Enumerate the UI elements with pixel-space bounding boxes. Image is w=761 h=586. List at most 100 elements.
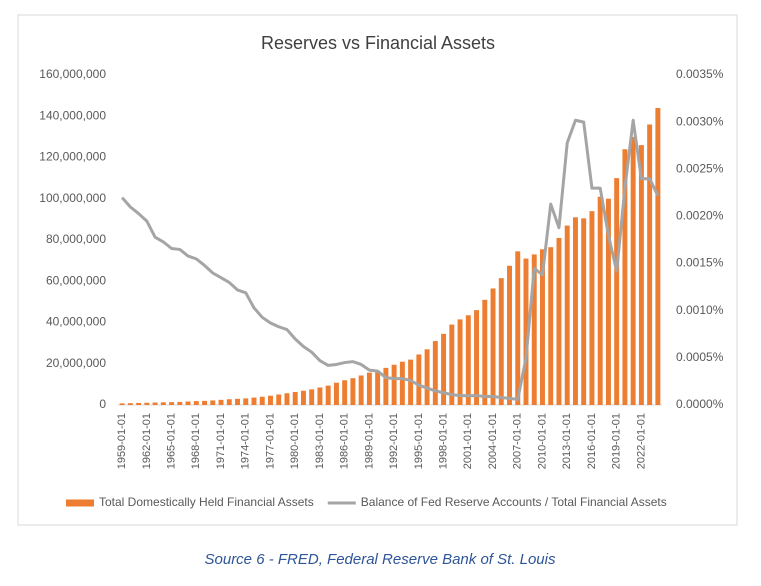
bar [540, 249, 545, 405]
y-tick-label: 40,000,000 [46, 315, 106, 329]
bar [127, 403, 133, 405]
caption: Source 6 - FRED, Federal Reserve Bank of… [205, 551, 556, 568]
y2-tick-label: 0.0030% [676, 114, 724, 128]
bar [597, 196, 603, 405]
x-tick-label: 1962-01-01 [141, 413, 153, 469]
bar [292, 392, 298, 405]
bar [259, 396, 265, 405]
bar [235, 398, 240, 405]
x-tick-label: 1980-01-01 [289, 413, 301, 469]
x-tick-label: 1986-01-01 [339, 413, 351, 469]
bar [243, 398, 249, 405]
bar [202, 400, 208, 405]
legend-label: Total Domestically Held Financial Assets [99, 495, 314, 509]
bar [284, 393, 290, 405]
x-tick-label: 1995-01-01 [413, 413, 425, 469]
bar [531, 254, 537, 405]
bar [482, 299, 488, 405]
bar [457, 319, 463, 405]
x-tick-label: 2001-01-01 [462, 413, 474, 469]
bar [581, 218, 587, 405]
bar [655, 108, 661, 405]
x-tick-label: 1989-01-01 [363, 413, 375, 469]
x-tick-label: 1971-01-01 [215, 413, 227, 469]
x-tick-label: 1959-01-01 [116, 413, 128, 469]
bar [276, 394, 282, 405]
x-tick-label: 1998-01-01 [437, 413, 449, 469]
bar [226, 399, 232, 405]
bar [515, 251, 521, 405]
bar [391, 364, 397, 405]
x-tick-label: 2010-01-01 [536, 413, 548, 469]
x-tick-label: 2019-01-01 [611, 413, 623, 469]
bar [375, 370, 381, 405]
bar [119, 403, 125, 405]
y-tick-label: 120,000,000 [39, 150, 106, 164]
bar [136, 402, 142, 405]
y2-tick-label: 0.0035% [676, 67, 724, 81]
y2-tick-label: 0.0020% [676, 209, 724, 223]
bar [309, 389, 315, 405]
bar [399, 361, 405, 405]
y-tick-label: 20,000,000 [46, 356, 106, 370]
bar [152, 402, 158, 405]
x-tick-label: 1974-01-01 [240, 413, 252, 469]
bar [218, 399, 224, 405]
bar [193, 401, 199, 405]
bar [507, 265, 512, 405]
bar [622, 149, 628, 405]
x-tick-label: 2022-01-01 [635, 413, 647, 469]
y-tick-label: 60,000,000 [46, 273, 106, 287]
bar [251, 397, 257, 405]
bar [177, 401, 183, 405]
bar [638, 145, 644, 405]
bar [647, 124, 653, 405]
bar [556, 237, 562, 405]
bar [416, 354, 422, 405]
bar [630, 136, 636, 405]
bar [300, 390, 306, 405]
bar [342, 380, 348, 405]
bar [317, 387, 323, 405]
bar [605, 198, 611, 405]
bar [523, 258, 529, 405]
chart-title: Reserves vs Financial Assets [261, 33, 495, 53]
bar [383, 367, 389, 405]
bar [169, 402, 175, 405]
x-tick-label: 2004-01-01 [487, 413, 499, 469]
bar [333, 382, 339, 405]
y2-tick-label: 0.0025% [676, 161, 724, 175]
y-tick-label: 100,000,000 [39, 191, 106, 205]
x-tick-label: 2013-01-01 [561, 413, 573, 469]
y-tick-label: 160,000,000 [39, 67, 106, 81]
bar [350, 378, 356, 405]
x-tick-label: 1968-01-01 [190, 413, 202, 469]
bar [589, 211, 595, 405]
bar [408, 359, 414, 405]
y2-tick-label: 0.0010% [676, 303, 724, 317]
bar [325, 385, 331, 405]
line [120, 118, 660, 401]
legend-swatch [66, 499, 94, 507]
x-tick-label: 1983-01-01 [314, 413, 326, 469]
bar [564, 225, 570, 405]
bar [210, 400, 216, 405]
bar [572, 217, 578, 405]
y-tick-label: 0 [99, 397, 106, 411]
legend-label: Balance of Fed Reserve Accounts / Total … [361, 495, 667, 509]
bar [548, 247, 554, 405]
x-tick-label: 2016-01-01 [586, 413, 598, 469]
y2-tick-label: 0.0000% [676, 397, 724, 411]
bar [424, 349, 430, 405]
bar [160, 402, 166, 405]
bar [614, 178, 620, 405]
y-tick-label: 80,000,000 [46, 232, 106, 246]
y2-tick-label: 0.0005% [676, 350, 724, 364]
bar [498, 278, 504, 405]
y-tick-label: 140,000,000 [39, 108, 106, 122]
bar [432, 341, 438, 405]
bar [358, 375, 364, 405]
x-tick-label: 1992-01-01 [388, 413, 400, 469]
bar [465, 315, 471, 405]
